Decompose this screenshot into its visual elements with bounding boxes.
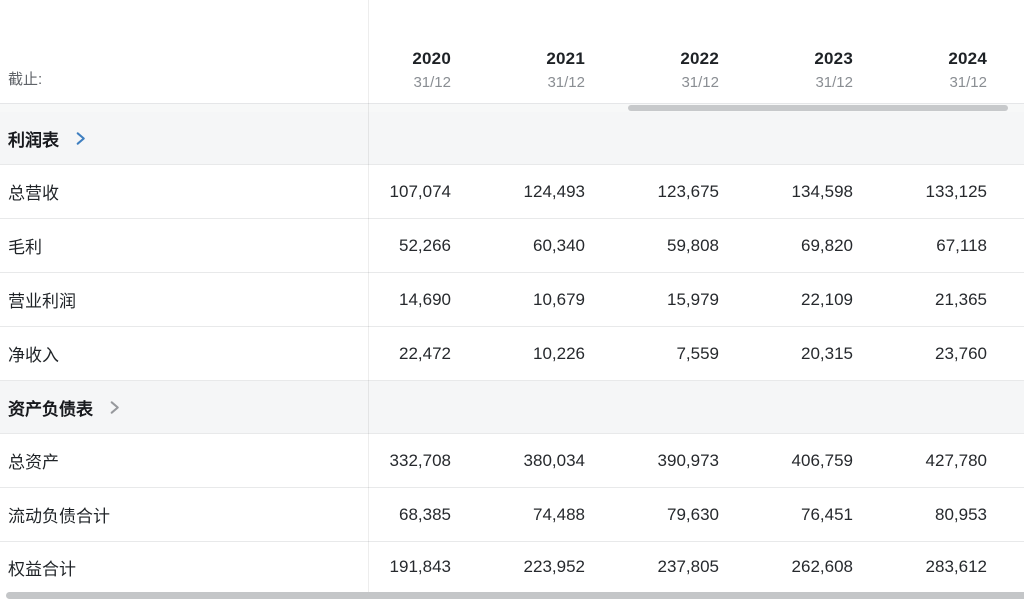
cell-value: 223,952 [523, 557, 585, 576]
cell-value: 59,808 [667, 235, 719, 255]
cell-value: 69,820 [801, 235, 853, 255]
cell-value: 123,675 [657, 181, 719, 201]
table-row: 总营收 107,074 124,493 123,675 134,598 133,… [0, 165, 1024, 219]
cell-value: 10,226 [533, 343, 585, 363]
cell-value: 20,315 [801, 343, 853, 363]
cell-value: 133,125 [925, 181, 987, 201]
cell-value: 262,608 [791, 557, 853, 576]
section-header-balance-sheet[interactable]: 资产负债表 [0, 381, 1024, 434]
cell-value: 191,843 [389, 557, 451, 576]
section-header-income-statement[interactable]: 利润表 [0, 112, 1024, 165]
chevron-right-icon[interactable] [73, 131, 88, 146]
row-label: 营业利润 [8, 292, 76, 311]
period-end-date: 31/12 [681, 74, 719, 91]
cell-value: 380,034 [523, 450, 585, 470]
column-header-2020: 2020 31/12 [368, 49, 451, 103]
cell-value: 23,760 [935, 343, 987, 363]
cell-value: 22,109 [801, 289, 853, 309]
cell-value: 80,953 [935, 504, 987, 524]
table-row: 流动负债合计 68,385 74,488 79,630 76,451 80,95… [0, 488, 1024, 542]
cell-value: 76,451 [801, 504, 853, 524]
period-end-date: 31/12 [547, 74, 585, 91]
year-label: 2020 [412, 49, 451, 68]
column-header-2021: 2021 31/12 [451, 49, 585, 103]
cell-value: 10,679 [533, 289, 585, 309]
column-header-2022: 2022 31/12 [585, 49, 719, 103]
table-row: 营业利润 14,690 10,679 15,979 22,109 21,365 [0, 273, 1024, 327]
cell-value: 52,266 [399, 235, 451, 255]
cell-value: 21,365 [935, 289, 987, 309]
row-label: 权益合计 [8, 559, 76, 579]
cell-value: 7,559 [676, 343, 719, 363]
cell-value: 283,612 [925, 557, 987, 576]
section-title: 资产负债表 [8, 399, 93, 419]
cell-value: 406,759 [791, 450, 853, 470]
table-header-row: 截止: 2020 31/12 2021 31/12 2022 31/12 202… [0, 0, 1024, 104]
cell-value: 14,690 [399, 289, 451, 309]
section-title: 利润表 [8, 130, 59, 150]
period-end-date: 31/12 [413, 74, 451, 91]
cell-value: 107,074 [389, 181, 451, 201]
cell-value: 124,493 [523, 181, 585, 201]
bottom-scrollbar[interactable] [6, 592, 1024, 599]
cell-value: 60,340 [533, 235, 585, 255]
chevron-right-icon[interactable] [107, 400, 122, 415]
table-row: 净收入 22,472 10,226 7,559 20,315 23,760 [0, 327, 1024, 381]
year-label: 2024 [948, 49, 987, 68]
cell-value: 15,979 [667, 289, 719, 309]
frozen-column-divider [368, 0, 369, 592]
horizontal-scrollbar-thumb[interactable] [628, 105, 1008, 111]
column-header-2023: 2023 31/12 [719, 49, 853, 103]
cell-value: 67,118 [936, 235, 987, 255]
cell-value: 68,385 [399, 504, 451, 524]
cell-value: 237,805 [657, 557, 719, 576]
year-label: 2021 [546, 49, 585, 68]
table-row: 权益合计 191,843 223,952 237,805 262,608 283… [0, 542, 1024, 592]
cell-value: 332,708 [389, 450, 451, 470]
cell-value: 390,973 [657, 450, 719, 470]
table-row: 毛利 52,266 60,340 59,808 69,820 67,118 [0, 219, 1024, 273]
cell-value: 427,780 [925, 450, 987, 470]
as-of-label: 截止: [8, 71, 43, 88]
horizontal-scrollbar-track[interactable] [0, 104, 1024, 112]
period-end-date: 31/12 [815, 74, 853, 91]
table-row: 总资产 332,708 380,034 390,973 406,759 427,… [0, 434, 1024, 488]
row-label: 净收入 [8, 346, 59, 365]
row-label: 总营收 [8, 184, 59, 203]
cell-value: 134,598 [791, 181, 853, 201]
cell-value: 22,472 [399, 343, 451, 363]
year-label: 2022 [680, 49, 719, 68]
column-header-2024: 2024 31/12 [853, 49, 987, 103]
cell-value: 79,630 [667, 504, 719, 524]
year-label: 2023 [814, 49, 853, 68]
row-label: 流动负债合计 [8, 507, 110, 526]
period-end-date: 31/12 [949, 74, 987, 91]
row-label: 毛利 [8, 238, 42, 257]
row-label: 总资产 [8, 453, 59, 472]
cell-value: 74,488 [533, 504, 585, 524]
